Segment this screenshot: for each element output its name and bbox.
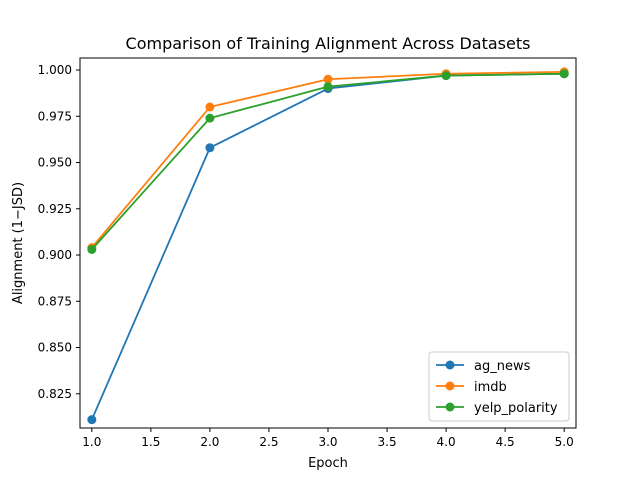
y-tick-label: 0.900 xyxy=(38,248,72,262)
x-tick-label: 4.5 xyxy=(496,435,515,449)
y-tick-label: 0.825 xyxy=(38,387,72,401)
y-tick-label: 0.875 xyxy=(38,294,72,308)
x-tick-label: 5.0 xyxy=(555,435,574,449)
series-yelp-polarity xyxy=(87,69,569,254)
data-point-imdb xyxy=(205,102,215,112)
legend-label-ag-news: ag_news xyxy=(474,359,531,374)
chart-title: Comparison of Training Alignment Across … xyxy=(126,34,531,53)
x-tick-label: 2.5 xyxy=(259,435,278,449)
x-tick-label: 1.5 xyxy=(141,435,160,449)
y-tick-label: 0.850 xyxy=(38,341,72,355)
y-axis-label: Alignment (1−JSD) xyxy=(11,182,26,304)
data-point-yelp-polarity xyxy=(559,69,569,79)
y-tick-label: 1.000 xyxy=(38,63,72,77)
series-layer xyxy=(87,67,569,425)
legend-label-imdb: imdb xyxy=(474,380,507,395)
y-tick-label: 0.925 xyxy=(38,202,72,216)
legend-entry-ag-news: ag_news xyxy=(436,359,531,374)
data-point-yelp-polarity xyxy=(441,71,451,81)
x-tick-label: 4.0 xyxy=(437,435,456,449)
y-tick-label: 0.950 xyxy=(38,156,72,170)
x-tick-label: 3.0 xyxy=(318,435,337,449)
plot-frame xyxy=(79,57,577,429)
x-tick-label: 1.0 xyxy=(82,435,101,449)
x-axis-label: Epoch xyxy=(308,456,348,471)
legend-label-yelp-polarity: yelp_polarity xyxy=(474,401,558,416)
axis-ticks: 1.0 1.5 2.0 2.5 3.0 3.5 4.0 4.5 5.0 0.825 0.850 0.8… xyxy=(38,63,574,449)
legend: ag_news imdb yelp_polarity xyxy=(428,351,570,422)
data-point-ag-news xyxy=(205,143,215,153)
x-tick-label: 2.0 xyxy=(200,435,219,449)
data-point-yelp-polarity xyxy=(323,82,333,92)
legend-entry-yelp-polarity: yelp_polarity xyxy=(436,401,558,416)
legend-box xyxy=(428,351,570,422)
data-point-yelp-polarity xyxy=(205,113,215,123)
data-point-imdb xyxy=(323,74,333,84)
x-tick-label: 3.5 xyxy=(378,435,397,449)
y-tick-label: 0.975 xyxy=(38,109,72,123)
legend-entry-imdb: imdb xyxy=(436,380,507,395)
data-point-ag-news xyxy=(87,415,97,425)
data-point-yelp-polarity xyxy=(87,244,97,254)
